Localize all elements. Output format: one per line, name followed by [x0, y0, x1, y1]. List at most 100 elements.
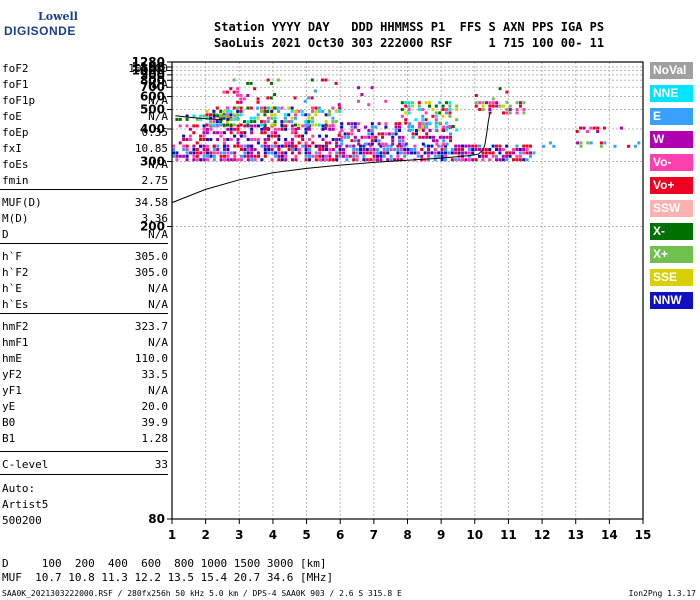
echo-point	[182, 134, 186, 138]
echo-point	[347, 132, 350, 136]
echo-point	[219, 158, 223, 162]
echo-point	[297, 134, 301, 138]
echo-point	[423, 151, 427, 155]
echo-point	[314, 113, 318, 117]
echo-point	[474, 148, 478, 151]
echo-point	[407, 108, 411, 111]
param-name: h`E	[2, 282, 22, 295]
echo-point	[222, 123, 226, 127]
echo-point	[260, 123, 263, 127]
echo-point	[219, 134, 223, 138]
param-name: M(D)	[2, 212, 29, 225]
echo-point	[440, 154, 444, 158]
echo-point	[355, 158, 359, 162]
echo-point	[396, 158, 400, 162]
echo-point	[293, 96, 297, 100]
echo-point	[431, 114, 435, 118]
echo-point	[202, 144, 206, 148]
echo-point	[246, 123, 250, 127]
echo-point	[262, 127, 266, 130]
echo-point	[613, 144, 617, 148]
echo-point	[495, 144, 498, 148]
echo-point	[202, 151, 206, 155]
echo-point	[256, 138, 260, 141]
echo-point	[495, 154, 498, 158]
echo-point	[215, 106, 219, 110]
param-yf1: yF1 N/A	[2, 383, 168, 399]
echo-point	[441, 104, 445, 108]
param-name: h`Es	[2, 298, 29, 311]
echo-point	[345, 158, 349, 162]
echo-point	[374, 139, 378, 143]
echo-point	[357, 139, 361, 143]
echo-point	[360, 93, 364, 96]
echo-point	[427, 144, 430, 148]
echo-point	[331, 127, 335, 131]
echo-point	[399, 158, 403, 162]
echo-point	[481, 154, 485, 158]
echo-point	[192, 114, 196, 118]
legend-w-swatch: W	[650, 131, 693, 148]
echo-point	[357, 99, 360, 103]
echo-point	[518, 154, 522, 158]
echo-point	[308, 148, 311, 151]
echo-point	[226, 120, 229, 124]
echo-point	[236, 109, 240, 113]
param-value: 0.35	[141, 126, 169, 139]
echo-point	[331, 148, 335, 151]
param-value: N/A	[148, 158, 168, 171]
param-yf2: yF2 33.5	[2, 367, 168, 383]
echo-point	[364, 142, 367, 146]
echo-point	[450, 148, 454, 151]
echo-point	[304, 113, 308, 117]
echo-point	[212, 114, 216, 118]
echo-point	[438, 101, 442, 105]
echo-point	[398, 135, 401, 139]
echo-point	[274, 151, 277, 155]
echo-point	[242, 97, 246, 101]
echo-point	[478, 144, 481, 148]
echo-point	[308, 154, 311, 158]
echo-point	[246, 154, 250, 158]
echo-point	[367, 103, 371, 107]
echo-point	[290, 106, 294, 110]
echo-point	[599, 144, 603, 148]
echo-point	[488, 104, 492, 108]
echo-point	[321, 144, 325, 148]
echo-point	[222, 109, 226, 113]
echo-point	[434, 118, 438, 122]
echo-point	[223, 114, 226, 118]
echo-point	[457, 148, 461, 151]
echo-point	[246, 120, 250, 124]
echo-point	[423, 158, 427, 162]
echo-point	[367, 142, 371, 146]
echo-point	[367, 129, 371, 132]
echo-point	[175, 158, 179, 162]
echo-point	[420, 148, 424, 151]
echo-point	[413, 151, 417, 155]
echo-point	[301, 134, 305, 138]
echo-point	[192, 148, 196, 151]
echo-point	[411, 128, 414, 132]
echo-point	[464, 151, 468, 155]
param-hmf2: hmF2 323.7	[2, 319, 168, 335]
echo-point	[189, 151, 192, 155]
echo-point	[290, 120, 294, 124]
y-tick-label: 500	[140, 103, 165, 117]
echo-point	[416, 151, 420, 155]
echo-point	[209, 116, 212, 120]
echo-point	[195, 154, 199, 158]
echo-point	[389, 158, 393, 162]
echo-point	[396, 154, 400, 158]
x-tick-label: 9	[437, 528, 445, 542]
echo-point	[548, 141, 552, 145]
echo-point	[471, 151, 475, 155]
echo-point	[425, 135, 429, 139]
param-fxi: fxI 10.85	[2, 141, 168, 157]
echo-point	[226, 138, 230, 141]
echo-point	[260, 144, 264, 148]
echo-point	[199, 151, 203, 155]
y-tick-label: 700	[140, 80, 165, 94]
echo-point	[236, 113, 240, 117]
echo-point	[270, 134, 274, 138]
